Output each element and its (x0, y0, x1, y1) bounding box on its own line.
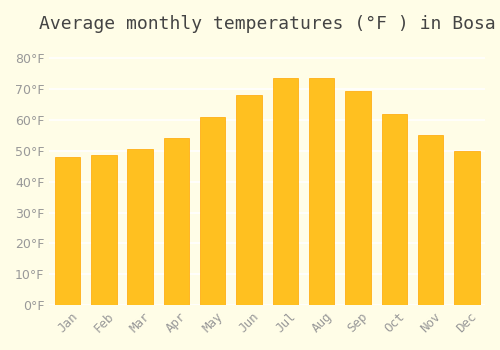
Bar (345, 91, 370, 305)
Bar (164, 139, 189, 305)
Bar (382, 114, 407, 305)
Bar (454, 151, 479, 305)
Bar (55, 157, 80, 305)
Bar (128, 149, 153, 305)
Bar (236, 95, 262, 305)
Bar (272, 78, 298, 305)
Bar (309, 78, 334, 305)
Title: Average monthly temperatures (°F ) in Bosa: Average monthly temperatures (°F ) in Bo… (39, 15, 496, 33)
Bar (200, 117, 226, 305)
Bar (91, 155, 116, 305)
Bar (418, 135, 444, 305)
